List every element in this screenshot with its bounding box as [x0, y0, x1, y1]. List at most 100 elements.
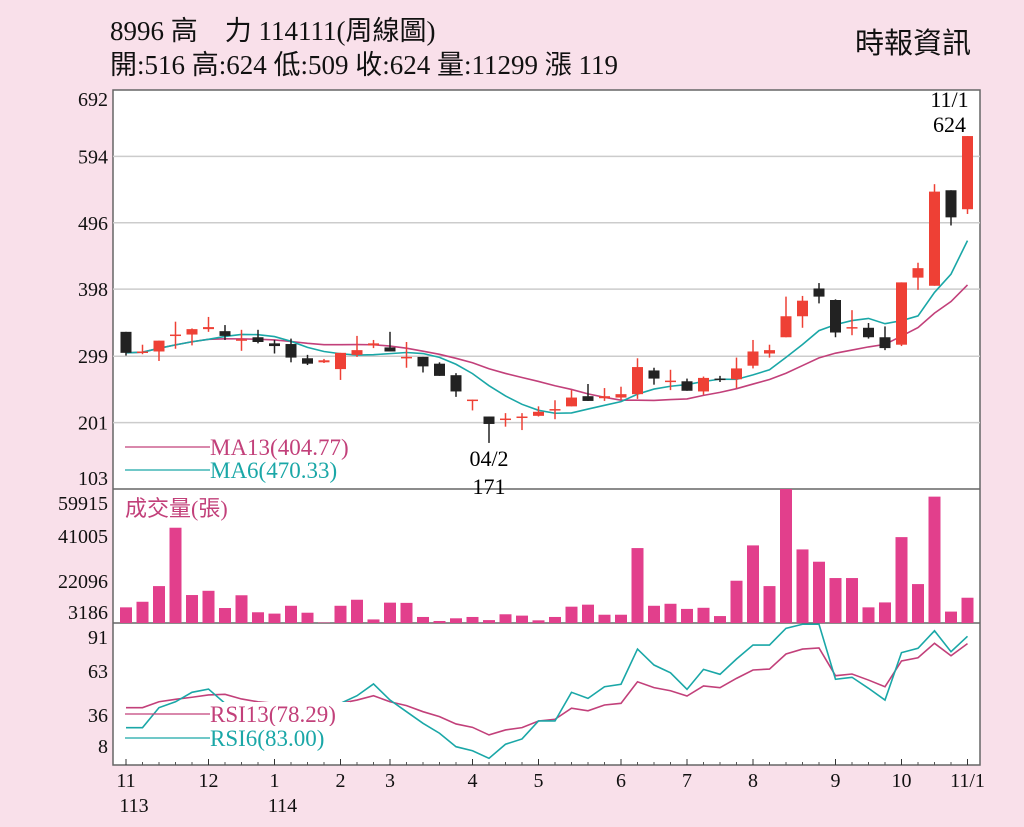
volume-bar: [400, 602, 413, 623]
rsi-tick-label: 8: [98, 736, 108, 758]
candle-body: [186, 329, 198, 335]
volume-bar: [730, 580, 743, 623]
candle-body: [137, 351, 148, 353]
candle-body: [731, 368, 742, 380]
volume-bar: [945, 611, 957, 623]
volume-bar: [813, 561, 825, 623]
ma-legend-label: MA13(404.77): [210, 435, 349, 460]
candle-body: [599, 396, 610, 399]
candle-body: [665, 380, 676, 383]
volume-bar: [136, 601, 149, 623]
volume-bar: [417, 616, 429, 623]
volume-bar: [433, 620, 446, 623]
rsi-legend-bg: [210, 726, 350, 750]
x-tick-label: 11/1: [950, 770, 985, 792]
rsi-tick-label: 36: [88, 705, 108, 727]
volume-bar: [351, 599, 363, 623]
candle-body: [797, 300, 808, 317]
price-tick-label: 594: [78, 146, 108, 168]
volume-bar: [714, 616, 726, 623]
volume-bar: [202, 590, 215, 623]
volume-tick-label: 3186: [68, 602, 108, 624]
volume-bar: [895, 537, 908, 623]
x-tick-label: 4: [468, 770, 478, 792]
candle-body: [368, 343, 379, 346]
candle-body: [417, 356, 429, 367]
volume-bar: [879, 602, 891, 623]
volume-bar: [796, 549, 809, 623]
candle-body: [698, 377, 709, 392]
candle-body: [780, 316, 792, 338]
candle-body: [302, 358, 313, 364]
candle-body: [962, 136, 973, 210]
volume-tick-label: 22096: [58, 571, 108, 593]
volume-bar: [450, 618, 462, 623]
volume-bar: [532, 620, 545, 623]
volume-bar: [961, 597, 974, 623]
volume-bar: [186, 595, 198, 623]
price-tick-label: 692: [78, 89, 108, 111]
x-tick-label: 9: [831, 770, 841, 792]
volume-bar: [615, 614, 627, 623]
volume-title: 成交量(張): [125, 496, 228, 521]
candle-body: [945, 190, 957, 218]
candle-body: [632, 367, 643, 395]
rsi-tick-label: 91: [88, 627, 108, 649]
volume-bar: [928, 496, 941, 623]
candle-body: [912, 268, 924, 278]
volume-bar: [466, 616, 479, 623]
volume-bar: [301, 612, 314, 623]
volume-bar: [582, 604, 594, 623]
ma-line: [125, 240, 969, 415]
candle-body: [879, 337, 891, 349]
candle-body: [153, 340, 165, 352]
x-tick-year: 113: [119, 795, 148, 817]
candle-body: [335, 352, 346, 370]
candle-body: [434, 363, 445, 376]
candle-body: [615, 394, 627, 398]
x-tick-label: 5: [534, 770, 544, 792]
volume-bar: [334, 605, 347, 623]
candle-body: [747, 351, 759, 366]
candle-body: [566, 397, 577, 407]
candle-body: [764, 350, 775, 354]
candle-body: [533, 411, 544, 416]
x-tick-label: 1: [270, 770, 280, 792]
x-tick-label: 10: [892, 770, 912, 792]
volume-bar: [862, 607, 875, 623]
volume-bar: [549, 616, 561, 623]
ma-line: [125, 284, 969, 402]
candle-body: [170, 334, 181, 337]
rsi-legend-bg: [210, 702, 350, 726]
high-annotation-date: 11/1: [930, 87, 968, 112]
volume-bar: [367, 619, 380, 623]
x-tick-label: 3: [385, 770, 395, 792]
volume-bar: [664, 603, 677, 623]
price-tick-label: 496: [78, 213, 108, 235]
candle-body: [285, 344, 297, 358]
volume-bar: [120, 607, 132, 623]
plot-area: [112, 89, 981, 766]
volume-bar: [631, 548, 644, 623]
x-tick-year: 114: [268, 795, 297, 817]
candle-body: [467, 399, 478, 402]
price-tick-label: 201: [78, 413, 108, 435]
candle-body: [863, 327, 874, 338]
x-tick-label: 11: [116, 770, 135, 792]
volume-bar: [747, 545, 759, 623]
x-tick-label: 2: [336, 770, 346, 792]
candle-body: [252, 337, 264, 342]
quote-summary: 開:516 高:624 低:509 收:624 量:11299 漲 119: [110, 50, 619, 80]
rsi-tick-label: 63: [88, 661, 108, 683]
volume-bar: [829, 578, 842, 623]
candle-body: [830, 300, 841, 333]
candle-body: [203, 327, 214, 330]
volume-bar: [565, 606, 578, 623]
volume-bar: [153, 586, 165, 623]
volume-bar: [780, 489, 792, 623]
rsi-legend-label: RSI6(83.00): [210, 726, 324, 751]
candle-body: [896, 282, 907, 345]
volume-bar: [912, 584, 924, 623]
candle-body: [384, 347, 396, 352]
